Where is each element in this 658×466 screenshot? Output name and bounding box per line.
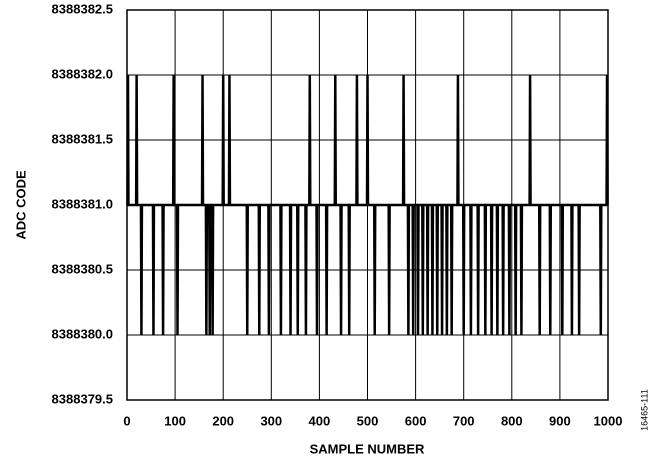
- y-tick-label: 8388379.5: [52, 391, 113, 406]
- x-tick-label: 900: [549, 413, 571, 428]
- x-axis-label: SAMPLE NUMBER: [310, 441, 425, 456]
- x-tick-label: 500: [357, 413, 379, 428]
- x-tick-label: 800: [501, 413, 523, 428]
- y-tick-label: 8388380.5: [52, 261, 113, 276]
- x-tick-label: 200: [212, 413, 234, 428]
- x-tick-label: 0: [123, 413, 130, 428]
- x-tick-label: 400: [309, 413, 331, 428]
- x-tick-label: 600: [405, 413, 427, 428]
- y-tick-label: 8388380.0: [52, 326, 113, 341]
- x-tick-label: 700: [453, 413, 475, 428]
- y-tick-label: 8388381.5: [52, 131, 113, 146]
- x-tick-label: 300: [260, 413, 282, 428]
- x-tick-label: 1000: [594, 413, 623, 428]
- x-tick-label: 100: [164, 413, 186, 428]
- data-line: [126, 74, 609, 336]
- figure-note: 16465-111: [639, 389, 649, 431]
- y-tick-label: 8388381.0: [52, 196, 113, 211]
- y-tick-label: 8388382.5: [52, 1, 113, 16]
- y-axis-label: ADC CODE: [13, 170, 28, 240]
- y-tick-label: 8388382.0: [52, 66, 113, 81]
- plot-frame: [126, 9, 609, 401]
